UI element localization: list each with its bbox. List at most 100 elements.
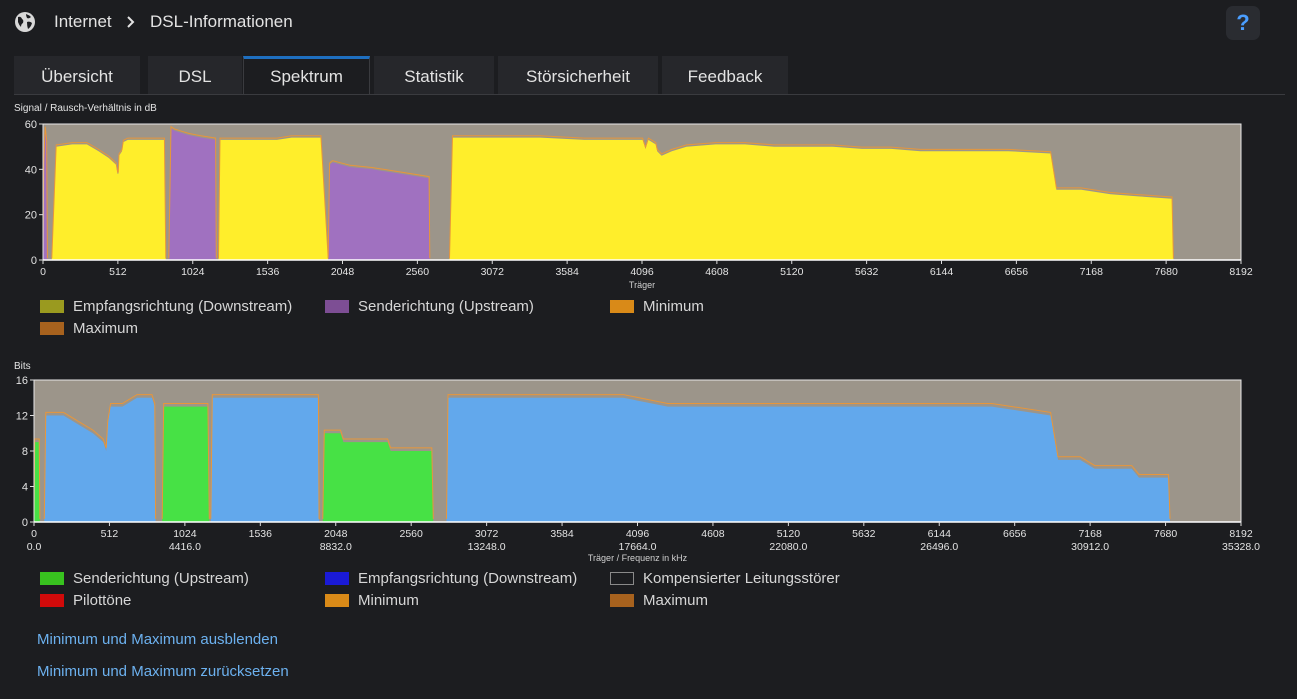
x-tick-label: 2048 xyxy=(331,266,355,278)
x-axis-label: Träger / Frequenz in kHz xyxy=(588,553,688,563)
legend-swatch xyxy=(325,594,349,607)
legend-swatch xyxy=(40,322,64,335)
x-tick-label: 7680 xyxy=(1154,266,1178,278)
max-line xyxy=(446,394,1171,519)
series-b-area xyxy=(328,162,430,260)
y-tick-label: 0 xyxy=(22,517,28,529)
series-a-area xyxy=(218,137,329,260)
x-tick-label: 8192 xyxy=(1229,266,1253,278)
y-tick-label: 4 xyxy=(22,482,28,494)
x-tick-label: 7168 xyxy=(1078,528,1102,540)
legend-swatch xyxy=(325,572,349,585)
y-tick-label: 60 xyxy=(25,119,37,131)
series-b-area xyxy=(162,406,210,522)
x-tick-label: 3584 xyxy=(550,528,574,540)
x-tick-label: 512 xyxy=(109,266,127,278)
legend-swatch xyxy=(610,572,634,585)
x-tick-label: 4608 xyxy=(701,528,725,540)
freq-tick-label: 8832.0 xyxy=(320,541,352,553)
y-tick-label: 16 xyxy=(16,375,28,387)
legend-label: Minimum xyxy=(643,298,704,315)
legend-label: Pilottöne xyxy=(73,592,132,609)
x-tick-label: 0 xyxy=(40,266,46,278)
legend-label: Maximum xyxy=(73,320,139,337)
x-tick-label: 6656 xyxy=(1003,528,1027,540)
series-b-area xyxy=(34,442,40,522)
x-tick-label: 2560 xyxy=(400,528,424,540)
x-tick-label: 1536 xyxy=(249,528,273,540)
series-a-area xyxy=(44,397,156,522)
legend-label: Kompensierter Leitungsstörer xyxy=(643,570,840,587)
legend-swatch xyxy=(40,572,64,585)
freq-tick-label: 4416.0 xyxy=(169,541,201,553)
max-line xyxy=(161,403,210,519)
max-line xyxy=(168,125,217,259)
legend-swatch xyxy=(610,300,634,313)
tab-statistik[interactable]: Statistik xyxy=(374,56,494,95)
x-tick-label: 4608 xyxy=(705,266,729,278)
max-line xyxy=(210,394,320,519)
x-tick-label: 5632 xyxy=(855,266,879,278)
freq-tick-label: 0.0 xyxy=(27,541,42,553)
legend-swatch xyxy=(40,594,64,607)
snr-chart: 0 20 40 60 0 512 1024 1536 2048 2560 3072 3584 4096 4… xyxy=(25,119,1253,290)
max-line xyxy=(449,135,1174,259)
tab-dsl[interactable]: DSL xyxy=(148,56,242,95)
x-tick-label: 0 xyxy=(31,528,37,540)
x-tick-label: 6656 xyxy=(1005,266,1029,278)
legend-label: Empfangsrichtung (Downstream) xyxy=(73,298,293,315)
x-tick-label: 2048 xyxy=(324,528,348,540)
breadcrumb-internet[interactable]: Internet xyxy=(54,12,112,31)
x-tick-label: 2560 xyxy=(406,266,430,278)
y-tick-label: 12 xyxy=(16,411,28,423)
legend-label: Senderichtung (Upstream) xyxy=(358,298,534,315)
series-a-area xyxy=(210,397,320,522)
max-line xyxy=(322,429,434,519)
bits-chart-title: Bits xyxy=(14,361,31,372)
reset-min-max-link[interactable]: Minimum und Maximum zurücksetzen xyxy=(37,663,289,680)
freq-tick-label: 26496.0 xyxy=(920,541,958,553)
legend-label: Maximum xyxy=(643,592,709,609)
max-line xyxy=(218,135,329,259)
chevron-right-icon xyxy=(127,16,135,28)
help-button[interactable]: ? xyxy=(1226,6,1260,40)
x-tick-label: 4096 xyxy=(630,266,654,278)
series-a-area xyxy=(449,137,1174,260)
x-tick-label: 5120 xyxy=(780,266,804,278)
x-tick-label: 8192 xyxy=(1229,528,1253,540)
x-tick-label: 1024 xyxy=(181,266,205,278)
tab-spektrum[interactable]: Spektrum xyxy=(243,56,370,95)
tab-stoersicherheit[interactable]: Störsicherheit xyxy=(498,56,658,95)
freq-tick-label: 30912.0 xyxy=(1071,541,1109,553)
breadcrumb-dsl-informationen: DSL-Informationen xyxy=(150,12,293,31)
legend-label: Empfangsrichtung (Downstream) xyxy=(358,570,578,587)
legend-swatch xyxy=(325,300,349,313)
legend-swatch xyxy=(40,300,64,313)
legend-swatch xyxy=(610,594,634,607)
x-tick-label: 3584 xyxy=(555,266,579,278)
globe-icon xyxy=(15,12,35,32)
y-tick-label: 20 xyxy=(25,210,37,222)
series-a-area xyxy=(51,139,166,260)
x-tick-label: 512 xyxy=(101,528,119,540)
x-tick-label: 4096 xyxy=(626,528,650,540)
max-line xyxy=(51,137,167,259)
y-tick-label: 8 xyxy=(22,446,28,458)
hide-min-max-link[interactable]: Minimum und Maximum ausblenden xyxy=(37,631,278,648)
freq-tick-label: 22080.0 xyxy=(769,541,807,553)
x-tick-label: 7680 xyxy=(1154,528,1178,540)
x-tick-label: 1024 xyxy=(173,528,197,540)
tab-feedback[interactable]: Feedback xyxy=(662,56,788,95)
snr-chart-title: Signal / Rausch-Verhältnis in dB xyxy=(14,103,157,114)
series-a-area xyxy=(446,397,1170,522)
x-tick-label: 6144 xyxy=(930,266,954,278)
x-tick-label: 7168 xyxy=(1080,266,1104,278)
y-tick-label: 0 xyxy=(31,255,37,267)
x-axis-label: Träger xyxy=(629,280,655,290)
tab-uebersicht[interactable]: Übersicht xyxy=(14,56,140,95)
legend-label: Senderichtung (Upstream) xyxy=(73,570,249,587)
max-line xyxy=(327,160,431,259)
legend-label: Minimum xyxy=(358,592,419,609)
max-line xyxy=(43,394,157,519)
freq-tick-label: 35328.0 xyxy=(1222,541,1260,553)
